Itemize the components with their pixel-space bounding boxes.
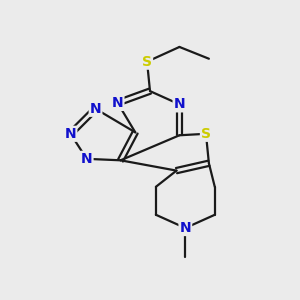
- Text: S: S: [142, 55, 152, 69]
- Text: N: N: [179, 221, 191, 235]
- Text: N: N: [112, 96, 123, 110]
- Text: S: S: [201, 127, 211, 141]
- Text: N: N: [90, 102, 101, 116]
- Text: N: N: [174, 98, 185, 111]
- Text: N: N: [65, 127, 76, 141]
- Text: N: N: [81, 152, 92, 166]
